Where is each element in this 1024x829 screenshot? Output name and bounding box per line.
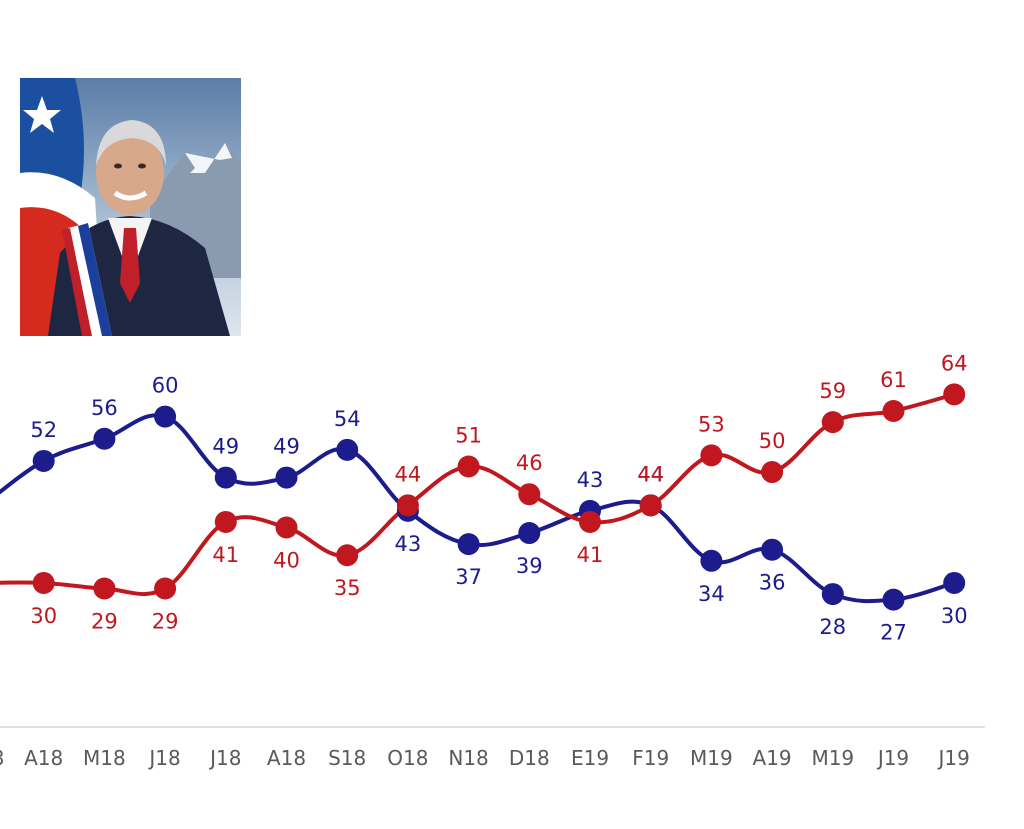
series-1-point-3 [154,577,177,600]
series-0-label-11: 44 [637,462,664,486]
series-1-point-6 [336,544,359,567]
series-0-point-16 [943,571,966,594]
series-1-point-14 [821,411,844,434]
series-1-label-4: 41 [212,543,239,567]
series-1-label-14: 59 [819,379,846,403]
president-portrait [20,78,241,336]
x-tick-labels: M18 A18 M18 J18 J18 A18 S18 O18 N18 D18 E19 F19 M19 A… [0,746,970,770]
series-1-label-15: 61 [880,368,907,392]
series-0-label-6: 54 [334,407,361,431]
x-tick-label-15: J19 [876,746,909,770]
series-1-point-8 [457,455,480,478]
series-1-label-6: 35 [334,576,361,600]
series-1-point-9 [518,483,541,506]
series-0-point-1 [32,449,55,472]
series-1-label-11: 44 [637,462,664,486]
x-tick-label-11: F19 [632,746,669,770]
x-tick-label-1: A18 [24,746,63,770]
series-1-point-13 [761,461,784,484]
series-0-point-3 [154,405,177,428]
series-0-label-4: 49 [212,435,239,459]
series-1-point-16 [943,383,966,406]
x-tick-label-9: D18 [509,746,550,770]
series-0-label-8: 37 [455,565,482,589]
series-0-label-14: 28 [819,615,846,639]
series-1-label-12: 53 [698,412,725,436]
series-1-label-9: 46 [516,451,543,475]
series-1-label-7: 44 [395,462,422,486]
series-1-label-5: 40 [273,549,300,573]
series-1-label-3: 29 [152,610,179,634]
x-tick-label-5: A18 [267,746,306,770]
series-1-point-1 [32,571,55,594]
series-1-label-8: 51 [455,423,482,447]
series-1-label-1: 30 [30,604,57,628]
series-1-point-5 [275,516,298,539]
x-tick-label-3: J18 [147,746,180,770]
series-1-label-13: 50 [759,429,786,453]
series-0-label-13: 36 [759,571,786,595]
series-0-label-15: 27 [880,621,907,645]
x-tick-label-13: A19 [753,746,792,770]
x-tick-label-14: M19 [811,746,854,770]
x-tick-label-7: O18 [387,746,428,770]
series-1-point-7 [396,494,419,517]
series-0-label-16: 30 [941,604,968,628]
x-tick-label-10: E19 [571,746,609,770]
series-1-point-15 [882,400,905,423]
series-1-point-12 [700,444,723,467]
series-0-label-1: 52 [30,418,57,442]
president-portrait-image [20,78,241,336]
series-0-label-2: 56 [91,396,118,420]
series-0-point-9 [518,522,541,545]
series-0-point-12 [700,549,723,572]
series-1-label-2: 29 [91,610,118,634]
x-tick-label-2: M18 [83,746,126,770]
series-1-point-4 [214,510,237,533]
x-tick-label-16: J19 [937,746,970,770]
series-0-point-2 [93,427,116,450]
series-0-label-10: 43 [577,468,604,492]
x-tick-label-12: M19 [690,746,733,770]
series-1-point-2 [93,577,116,600]
series-1-point-11 [639,494,662,517]
series-layer: 52 56 60 49 49 54 43 37 39 43 44 34 36 28 27 30 30 29 29 41… [0,351,968,645]
x-tick-label-0: M18 [0,746,4,770]
series-0-label-9: 39 [516,554,543,578]
series-0-point-6 [336,438,359,461]
series-1-label-10: 41 [577,543,604,567]
series-0-label-7: 43 [395,532,422,556]
series-0-point-14 [821,583,844,606]
series-0-point-5 [275,466,298,489]
series-0-label-12: 34 [698,582,725,606]
series-0-point-15 [882,588,905,611]
series-0-label-3: 60 [152,374,179,398]
series-1-point-10 [579,510,601,533]
series-0-point-8 [457,533,480,556]
series-1-label-16: 64 [941,351,968,375]
x-tick-label-6: S18 [328,746,366,770]
series-0-point-13 [761,538,784,561]
x-tick-label-4: J18 [208,746,241,770]
x-tick-label-8: N18 [448,746,488,770]
series-0-point-4 [214,466,237,489]
series-0-label-5: 49 [273,435,300,459]
